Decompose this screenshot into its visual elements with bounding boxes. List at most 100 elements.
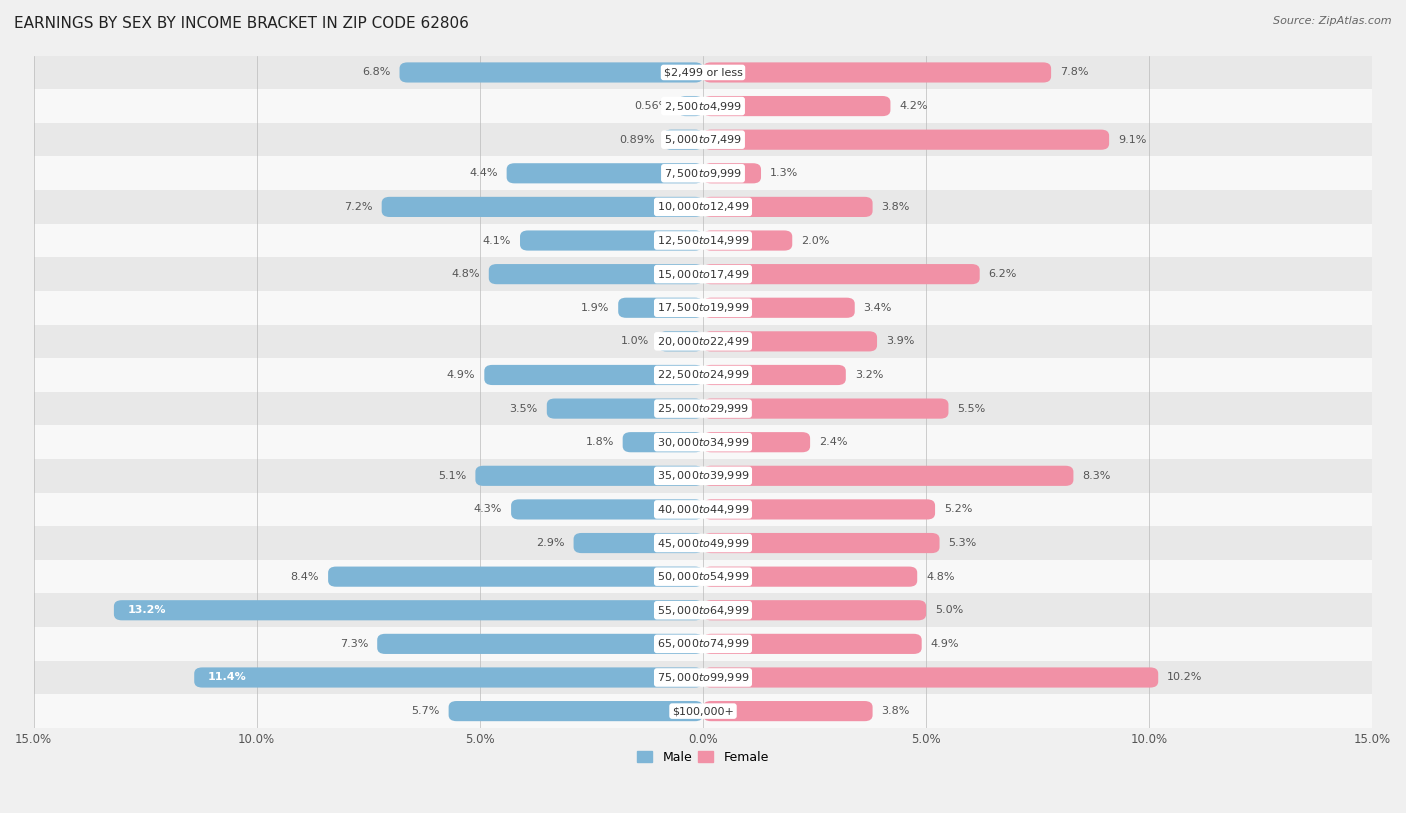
FancyBboxPatch shape [489,264,703,285]
Text: $5,000 to $7,499: $5,000 to $7,499 [664,133,742,146]
FancyBboxPatch shape [399,63,703,83]
Text: 6.8%: 6.8% [363,67,391,77]
Text: 2.4%: 2.4% [820,437,848,447]
Text: 4.4%: 4.4% [470,168,498,178]
Text: $50,000 to $54,999: $50,000 to $54,999 [657,570,749,583]
FancyBboxPatch shape [328,567,703,587]
Text: $20,000 to $22,499: $20,000 to $22,499 [657,335,749,348]
Text: 1.8%: 1.8% [585,437,614,447]
Text: EARNINGS BY SEX BY INCOME BRACKET IN ZIP CODE 62806: EARNINGS BY SEX BY INCOME BRACKET IN ZIP… [14,16,470,31]
Text: $12,500 to $14,999: $12,500 to $14,999 [657,234,749,247]
Text: 7.8%: 7.8% [1060,67,1088,77]
Text: 8.3%: 8.3% [1083,471,1111,480]
FancyBboxPatch shape [449,701,703,721]
FancyBboxPatch shape [678,96,703,116]
FancyBboxPatch shape [658,331,703,351]
Text: 1.3%: 1.3% [770,168,799,178]
Bar [34,291,1372,324]
Text: $2,499 or less: $2,499 or less [664,67,742,77]
Bar [34,459,1372,493]
Text: 5.1%: 5.1% [439,471,467,480]
Text: 0.89%: 0.89% [619,135,654,145]
Text: 8.4%: 8.4% [291,572,319,581]
FancyBboxPatch shape [623,433,703,452]
Text: 0.56%: 0.56% [634,101,669,111]
Bar [34,156,1372,190]
FancyBboxPatch shape [194,667,703,688]
Text: $2,500 to $4,999: $2,500 to $4,999 [664,99,742,112]
Bar [34,593,1372,627]
FancyBboxPatch shape [703,96,890,116]
FancyBboxPatch shape [703,466,1073,486]
FancyBboxPatch shape [484,365,703,385]
Bar [34,694,1372,728]
Bar [34,324,1372,359]
FancyBboxPatch shape [703,433,810,452]
FancyBboxPatch shape [381,197,703,217]
Text: $7,500 to $9,999: $7,500 to $9,999 [664,167,742,180]
FancyBboxPatch shape [703,634,922,654]
Bar [34,425,1372,459]
Text: 1.0%: 1.0% [621,337,650,346]
FancyBboxPatch shape [703,163,761,184]
FancyBboxPatch shape [703,298,855,318]
Text: $30,000 to $34,999: $30,000 to $34,999 [657,436,749,449]
FancyBboxPatch shape [506,163,703,184]
Bar [34,493,1372,526]
Text: 11.4%: 11.4% [208,672,246,682]
Text: 1.9%: 1.9% [581,302,609,313]
Text: 4.3%: 4.3% [474,504,502,515]
FancyBboxPatch shape [520,230,703,250]
Bar [34,89,1372,123]
Bar [34,661,1372,694]
Text: $45,000 to $49,999: $45,000 to $49,999 [657,537,749,550]
FancyBboxPatch shape [664,129,703,150]
FancyBboxPatch shape [619,298,703,318]
Text: 4.9%: 4.9% [447,370,475,380]
Text: $10,000 to $12,499: $10,000 to $12,499 [657,201,749,213]
Bar [34,123,1372,156]
Text: 4.8%: 4.8% [927,572,955,581]
Text: 7.3%: 7.3% [340,639,368,649]
Text: 5.5%: 5.5% [957,403,986,414]
Text: 5.2%: 5.2% [943,504,973,515]
Text: 3.4%: 3.4% [863,302,891,313]
Text: $40,000 to $44,999: $40,000 to $44,999 [657,503,749,516]
Text: $75,000 to $99,999: $75,000 to $99,999 [657,671,749,684]
Bar [34,627,1372,661]
FancyBboxPatch shape [377,634,703,654]
FancyBboxPatch shape [547,398,703,419]
Text: 5.7%: 5.7% [412,706,440,716]
Text: $25,000 to $29,999: $25,000 to $29,999 [657,402,749,415]
Text: 4.8%: 4.8% [451,269,479,279]
Text: 2.9%: 2.9% [536,538,565,548]
Text: Source: ZipAtlas.com: Source: ZipAtlas.com [1274,16,1392,26]
FancyBboxPatch shape [703,264,980,285]
Text: 3.2%: 3.2% [855,370,883,380]
Legend: Male, Female: Male, Female [633,746,773,769]
Text: $65,000 to $74,999: $65,000 to $74,999 [657,637,749,650]
Text: 10.2%: 10.2% [1167,672,1202,682]
Text: $15,000 to $17,499: $15,000 to $17,499 [657,267,749,280]
Bar [34,258,1372,291]
Text: 5.3%: 5.3% [949,538,977,548]
Bar [34,55,1372,89]
Text: 3.5%: 3.5% [509,403,538,414]
Text: 3.8%: 3.8% [882,706,910,716]
FancyBboxPatch shape [512,499,703,520]
FancyBboxPatch shape [703,398,949,419]
FancyBboxPatch shape [114,600,703,620]
Text: 13.2%: 13.2% [128,605,166,615]
FancyBboxPatch shape [703,129,1109,150]
FancyBboxPatch shape [703,197,873,217]
Bar [34,560,1372,593]
Bar [34,526,1372,560]
Bar [34,224,1372,258]
Text: $35,000 to $39,999: $35,000 to $39,999 [657,469,749,482]
FancyBboxPatch shape [574,533,703,553]
FancyBboxPatch shape [703,533,939,553]
FancyBboxPatch shape [703,567,917,587]
Text: 9.1%: 9.1% [1118,135,1146,145]
FancyBboxPatch shape [703,230,792,250]
Text: 3.9%: 3.9% [886,337,914,346]
